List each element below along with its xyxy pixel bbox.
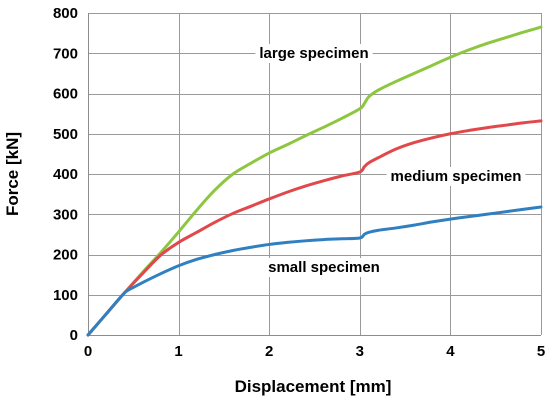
x-tick-label: 0 xyxy=(84,343,92,360)
axes xyxy=(88,13,541,336)
y-tick-label: 500 xyxy=(53,126,78,143)
series-label-background xyxy=(255,44,373,63)
y-tick-label: 700 xyxy=(53,45,78,62)
series-label-text: small specimen xyxy=(268,259,380,276)
x-tick-label: 5 xyxy=(537,343,545,360)
series-label-text: medium specimen xyxy=(391,168,522,185)
series-line-small-specimen xyxy=(86,205,543,337)
series-line-large-specimen xyxy=(86,25,543,337)
series-label-medium-specimen: medium specimen xyxy=(386,167,526,186)
x-tick-label: 3 xyxy=(356,343,364,360)
y-tick-label: 100 xyxy=(53,287,78,304)
y-tick-label: 400 xyxy=(53,166,78,183)
x-tick-label: 1 xyxy=(174,343,182,360)
series-lines xyxy=(86,25,543,337)
y-tick-label: 300 xyxy=(53,206,78,223)
series-label-small-specimen: small specimen xyxy=(264,258,384,277)
x-tick-label: 4 xyxy=(446,343,455,360)
y-tick-label: 600 xyxy=(53,86,78,103)
series-label-background xyxy=(264,258,384,277)
tick-labels: 0 100 200 300 400 500 600 700 800 0 1 2 3 4 5 xyxy=(53,5,545,360)
series-line-medium-specimen xyxy=(86,119,543,337)
y-tick-label: 800 xyxy=(53,5,78,22)
x-axis-title: Displacement [mm] xyxy=(235,377,392,396)
series-labels: large specimen medium specimen small speci… xyxy=(255,44,526,277)
x-tick-label: 2 xyxy=(265,343,273,360)
series-label-background xyxy=(386,167,526,186)
y-axis-title: Force [kN] xyxy=(3,132,22,216)
y-tick-label: 200 xyxy=(53,247,78,264)
series-label-text: large specimen xyxy=(259,45,368,62)
y-tick-label: 0 xyxy=(70,327,78,344)
grid xyxy=(88,13,542,335)
series-label-large-specimen: large specimen xyxy=(255,44,373,63)
